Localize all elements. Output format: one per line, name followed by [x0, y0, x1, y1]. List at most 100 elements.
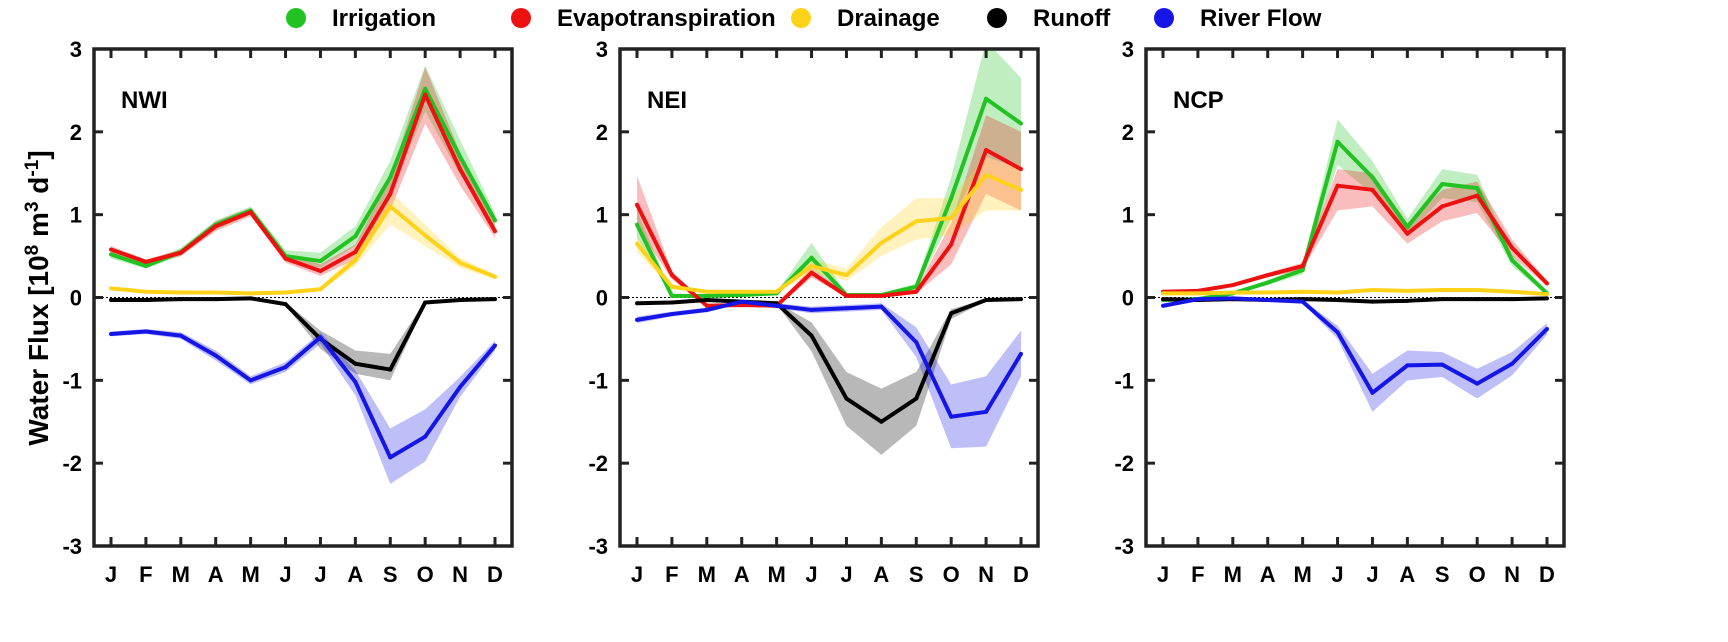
- y-axis-label-group: Water Flux [108 m3 d-1]: [22, 150, 54, 445]
- point-drainage: [1510, 289, 1515, 294]
- line-river-flow: [636, 299, 1023, 419]
- point-evapotranspiration: [739, 302, 744, 307]
- panel-label: NCP: [1173, 87, 1224, 114]
- point-drainage: [318, 287, 323, 292]
- point-evapotranspiration: [388, 191, 393, 196]
- point-evapotranspiration: [984, 148, 989, 153]
- point-river-flow: [1195, 297, 1200, 302]
- x-tick-label: J: [1366, 562, 1378, 587]
- x-tick-label: M: [172, 562, 190, 587]
- y-tick-label: 1: [596, 203, 608, 228]
- point-river-flow: [635, 317, 639, 322]
- point-evapotranspiration: [1019, 167, 1023, 172]
- band-irrigation: [637, 49, 1021, 297]
- point-river-flow: [1265, 297, 1270, 302]
- y-tick-label: 0: [596, 286, 608, 311]
- point-river-flow: [248, 378, 253, 383]
- point-irrigation: [1475, 186, 1480, 191]
- point-runoff: [1510, 297, 1515, 302]
- point-drainage: [879, 240, 884, 245]
- y-axis-label-part: Water Flux [10: [23, 255, 54, 445]
- point-drainage: [635, 241, 639, 246]
- plot-area: [94, 65, 512, 484]
- point-river-flow: [213, 353, 218, 358]
- point-runoff: [809, 333, 814, 338]
- band-irrigation: [1163, 119, 1547, 301]
- point-drainage: [493, 274, 497, 279]
- point-runoff: [1161, 297, 1165, 302]
- point-river-flow: [1300, 299, 1305, 304]
- x-tick-label: N: [978, 562, 994, 587]
- point-irrigation: [1265, 280, 1270, 285]
- point-drainage: [423, 233, 428, 238]
- point-runoff: [458, 297, 463, 302]
- legend-marker: [1154, 8, 1174, 28]
- point-drainage: [1265, 290, 1270, 295]
- line-runoff: [636, 297, 1022, 424]
- point-evapotranspiration: [1545, 281, 1549, 286]
- point-evapotranspiration: [1300, 264, 1305, 269]
- x-tick-label: A: [1399, 562, 1415, 587]
- x-tick-label: N: [1504, 562, 1520, 587]
- y-tick-label: -1: [588, 368, 608, 393]
- point-runoff: [1335, 297, 1340, 302]
- y-tick-label: -3: [1114, 534, 1134, 559]
- y-tick-label: -3: [588, 534, 608, 559]
- point-river-flow: [1405, 363, 1410, 368]
- line-drainage: [635, 172, 1022, 294]
- legend-label: River Flow: [1200, 5, 1322, 32]
- panel-label: NEI: [647, 87, 687, 114]
- point-river-flow: [1230, 296, 1235, 301]
- point-irrigation: [739, 293, 744, 298]
- point-river-flow: [423, 434, 428, 439]
- point-runoff: [984, 297, 989, 302]
- x-tick-label: O: [417, 562, 434, 587]
- point-drainage: [248, 291, 253, 296]
- point-irrigation: [704, 293, 709, 298]
- point-runoff: [704, 297, 709, 302]
- point-evapotranspiration: [1405, 231, 1410, 236]
- x-tick-label: M: [1293, 562, 1311, 587]
- point-drainage: [1370, 288, 1375, 293]
- point-river-flow: [318, 335, 323, 340]
- point-drainage: [178, 290, 183, 295]
- point-runoff: [1475, 297, 1480, 302]
- x-tick-label: A: [347, 562, 363, 587]
- y-axis-label-part: d: [23, 177, 54, 202]
- point-irrigation: [1370, 175, 1375, 180]
- y-tick-label: 2: [596, 120, 608, 145]
- point-drainage: [1405, 288, 1410, 293]
- point-river-flow: [739, 299, 744, 304]
- x-tick-label: D: [1539, 562, 1555, 587]
- point-runoff: [283, 302, 288, 307]
- point-evapotranspiration: [704, 303, 709, 308]
- point-drainage: [1161, 291, 1165, 296]
- point-drainage: [1300, 289, 1305, 294]
- point-river-flow: [283, 365, 288, 370]
- point-runoff: [879, 419, 884, 424]
- y-tick-label: 0: [70, 286, 82, 311]
- point-drainage: [984, 172, 989, 177]
- point-runoff: [1405, 298, 1410, 303]
- point-drainage: [1545, 292, 1549, 297]
- point-drainage: [1475, 288, 1480, 293]
- point-runoff: [1370, 299, 1375, 304]
- legend-item-drainage: Drainage: [791, 5, 940, 32]
- x-tick-label: A: [1260, 562, 1276, 587]
- point-runoff: [143, 297, 148, 302]
- point-evapotranspiration: [353, 249, 358, 254]
- point-irrigation: [353, 234, 358, 239]
- point-evapotranspiration: [809, 270, 814, 275]
- x-tick-label: S: [1435, 562, 1450, 587]
- point-runoff: [1019, 297, 1023, 302]
- point-evapotranspiration: [109, 247, 113, 252]
- panel-label: NWI: [121, 87, 168, 114]
- point-runoff: [178, 297, 183, 302]
- point-drainage: [213, 290, 218, 295]
- x-tick-label: J: [1157, 562, 1169, 587]
- y-tick-label: 2: [1122, 120, 1134, 145]
- point-evapotranspiration: [1370, 187, 1375, 192]
- y-axis-label-superscript: 8: [22, 245, 43, 256]
- x-tick-label: O: [1469, 562, 1486, 587]
- point-drainage: [704, 289, 709, 294]
